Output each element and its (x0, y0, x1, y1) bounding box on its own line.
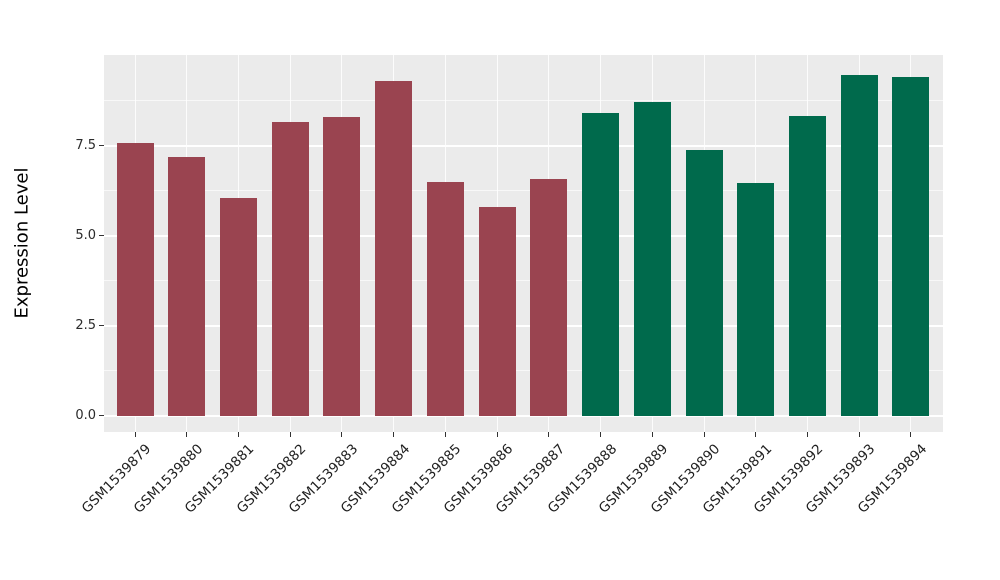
x-tick (393, 432, 395, 437)
x-tick (910, 432, 912, 437)
y-tick (99, 145, 104, 147)
bar (530, 179, 568, 416)
x-tick (548, 432, 550, 437)
h-gridline-minor (104, 190, 943, 192)
h-gridline-minor (104, 280, 943, 282)
bar (633, 101, 671, 416)
bar (116, 143, 154, 416)
bar (840, 74, 878, 416)
y-tick-label: 2.5 (75, 317, 96, 333)
bar (892, 76, 930, 416)
y-tick-label: 0.0 (75, 407, 96, 423)
x-tick (444, 432, 446, 437)
h-gridline-major (104, 324, 943, 327)
y-tick-label: 7.5 (75, 137, 96, 153)
y-axis-title: Expression Level (11, 167, 33, 319)
x-tick (600, 432, 602, 437)
bar (426, 182, 464, 416)
bar (375, 81, 413, 416)
x-tick (289, 432, 291, 437)
bar (582, 113, 620, 416)
bar (788, 115, 826, 416)
bar (478, 207, 516, 416)
bar (219, 198, 257, 416)
y-tick (99, 325, 104, 327)
y-tick (99, 415, 104, 416)
x-tick (496, 432, 498, 437)
bar (168, 156, 206, 416)
bar (271, 122, 309, 416)
h-gridline-major (104, 234, 943, 237)
x-tick (703, 432, 705, 437)
bar (685, 150, 723, 416)
x-tick (134, 432, 136, 437)
h-gridline-minor (104, 370, 943, 372)
x-tick (858, 432, 860, 437)
y-tick (99, 235, 104, 237)
x-tick (651, 432, 653, 437)
x-tick (186, 432, 188, 437)
x-tick (755, 432, 757, 437)
bar (737, 183, 775, 416)
x-tick (806, 432, 808, 437)
y-tick-label: 5.0 (75, 227, 96, 243)
h-gridline-minor (104, 100, 943, 102)
h-gridline-major (104, 144, 943, 147)
x-tick (237, 432, 239, 437)
plot-panel (104, 55, 943, 432)
bar (323, 117, 361, 416)
h-gridline-major (104, 414, 943, 417)
x-tick (341, 432, 343, 437)
